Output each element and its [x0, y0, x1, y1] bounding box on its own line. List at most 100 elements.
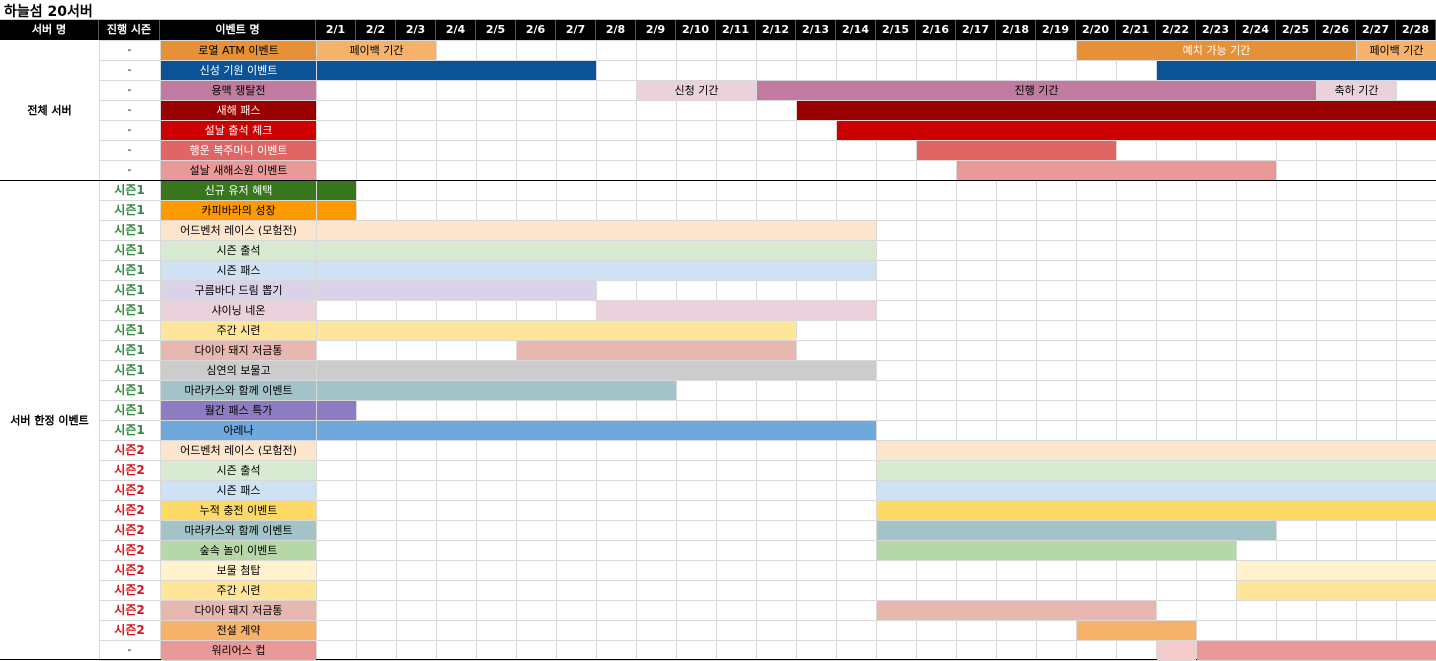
date-header: 2/23: [1196, 20, 1236, 40]
date-header: 2/4: [436, 20, 476, 40]
sheet-title-bar: 하늘섬 20서버: [0, 0, 1436, 20]
event-name-cell: 신성 기원 이벤트: [161, 61, 316, 80]
event-name-cell: 설날 출석 체크: [161, 121, 316, 140]
grid-col-line: [356, 40, 357, 660]
row-season: 시즌2: [114, 483, 145, 497]
event-bar: [1157, 641, 1196, 660]
grid-row-line: [99, 320, 1436, 321]
event-bar: [317, 181, 356, 200]
event-name-cell: 월간 패스 특가: [161, 401, 316, 420]
event-name-cell: 마라카스와 함께 이벤트: [161, 381, 316, 400]
event-name-cell: 보물 첨탑: [161, 561, 316, 580]
group-label: 서버 한정 이벤트: [10, 414, 89, 427]
row-season: 시즌1: [114, 303, 145, 317]
grid-col-line: [1236, 40, 1237, 660]
row-season: -: [127, 123, 132, 136]
event-bar: [317, 281, 596, 300]
row-season: 시즌2: [114, 563, 145, 577]
date-header: 2/12: [756, 20, 796, 40]
grid-col-line: [876, 40, 877, 660]
date-header: 2/1: [316, 20, 356, 40]
event-bar: [877, 481, 1436, 500]
event-bar: [637, 81, 756, 100]
event-bar: [1317, 81, 1396, 100]
event-bar: [917, 141, 1116, 160]
date-header: 2/17: [956, 20, 996, 40]
event-bar: [317, 321, 796, 340]
row-season: -: [127, 83, 132, 96]
row-season: 시즌2: [114, 543, 145, 557]
event-name-cell: 설날 새해소원 이벤트: [161, 161, 316, 180]
grid-row-line: [99, 220, 1436, 221]
row-season: 시즌1: [114, 383, 145, 397]
grid-col-line: [516, 40, 517, 660]
event-bar: [877, 601, 1156, 620]
grid-row-line: [99, 280, 1436, 281]
date-header: 2/14: [836, 20, 876, 40]
event-bar: [877, 441, 1436, 460]
event-name-cell: 어드벤처 레이스 (모험전): [161, 221, 316, 240]
grid-col-line: [1396, 40, 1397, 660]
grid-row-line: [99, 620, 1436, 621]
date-header: 2/11: [716, 20, 756, 40]
date-header: 2/13: [796, 20, 836, 40]
grid-col-line: [1036, 40, 1037, 660]
grid-col-line: [1196, 40, 1197, 660]
event-name-cell: 다이아 돼지 저금통: [161, 341, 316, 360]
grid-col-line: [1356, 40, 1357, 660]
event-bar-label: 페이백 기간: [1369, 44, 1424, 57]
event-name-cell: 심연의 보물고: [161, 361, 316, 380]
row-season: -: [127, 43, 132, 56]
event-bar: [877, 501, 1436, 520]
date-header: 2/8: [596, 20, 636, 40]
row-season: -: [127, 163, 132, 176]
row-season: 시즌2: [114, 503, 145, 517]
sheet-title: 하늘섬 20서버: [4, 4, 93, 20]
date-header: 2/15: [876, 20, 916, 40]
grid-row-line: [99, 160, 1436, 161]
event-name-cell: 신규 유저 혜택: [161, 181, 316, 200]
event-bar: [877, 541, 1236, 560]
event-name-cell: 전설 계약: [161, 621, 316, 640]
grid-row-line: [99, 40, 1436, 41]
grid-row-line: [99, 200, 1436, 201]
grid-col-line: [1076, 40, 1077, 660]
date-header: 2/27: [1356, 20, 1396, 40]
row-season: 시즌1: [114, 263, 145, 277]
event-bar: [1197, 641, 1436, 660]
event-bar: [317, 61, 596, 80]
event-name-cell: 시즌 패스: [161, 481, 316, 500]
date-header: 2/5: [476, 20, 516, 40]
event-bar: [317, 381, 676, 400]
event-bar: [1237, 561, 1436, 580]
event-bar-label: 페이백 기간: [349, 44, 404, 57]
row-season: 시즌2: [114, 463, 145, 477]
grid-row-line: [99, 380, 1436, 381]
event-bar: [757, 81, 1316, 100]
event-name-cell: 용맥 쟁탈전: [161, 81, 316, 100]
event-bar: [517, 341, 796, 360]
grid-col-line: [1156, 40, 1157, 660]
grid-col-line: [1316, 40, 1317, 660]
row-season: 시즌1: [114, 223, 145, 237]
row-season: -: [127, 643, 132, 656]
grid-row-line: [99, 120, 1436, 121]
event-name-cell: 아레나: [161, 421, 316, 440]
event-bar: [1077, 621, 1196, 640]
grid-row-line: [99, 80, 1436, 81]
grid-col-line: [916, 40, 917, 660]
event-name-cell: 로열 ATM 이벤트: [161, 41, 316, 60]
event-bar: [317, 241, 876, 260]
event-bar: [877, 461, 1436, 480]
grid-row-line: [99, 340, 1436, 341]
date-header: 2/10: [676, 20, 716, 40]
row-season: 시즌2: [114, 443, 145, 457]
grid-row-line: [99, 300, 1436, 301]
date-header: 2/25: [1276, 20, 1316, 40]
grid-row-line: [99, 100, 1436, 101]
event-name-cell: 주간 시련: [161, 581, 316, 600]
row-season: 시즌1: [114, 423, 145, 437]
grid-col-line: [956, 40, 957, 660]
date-header: 2/22: [1156, 20, 1196, 40]
